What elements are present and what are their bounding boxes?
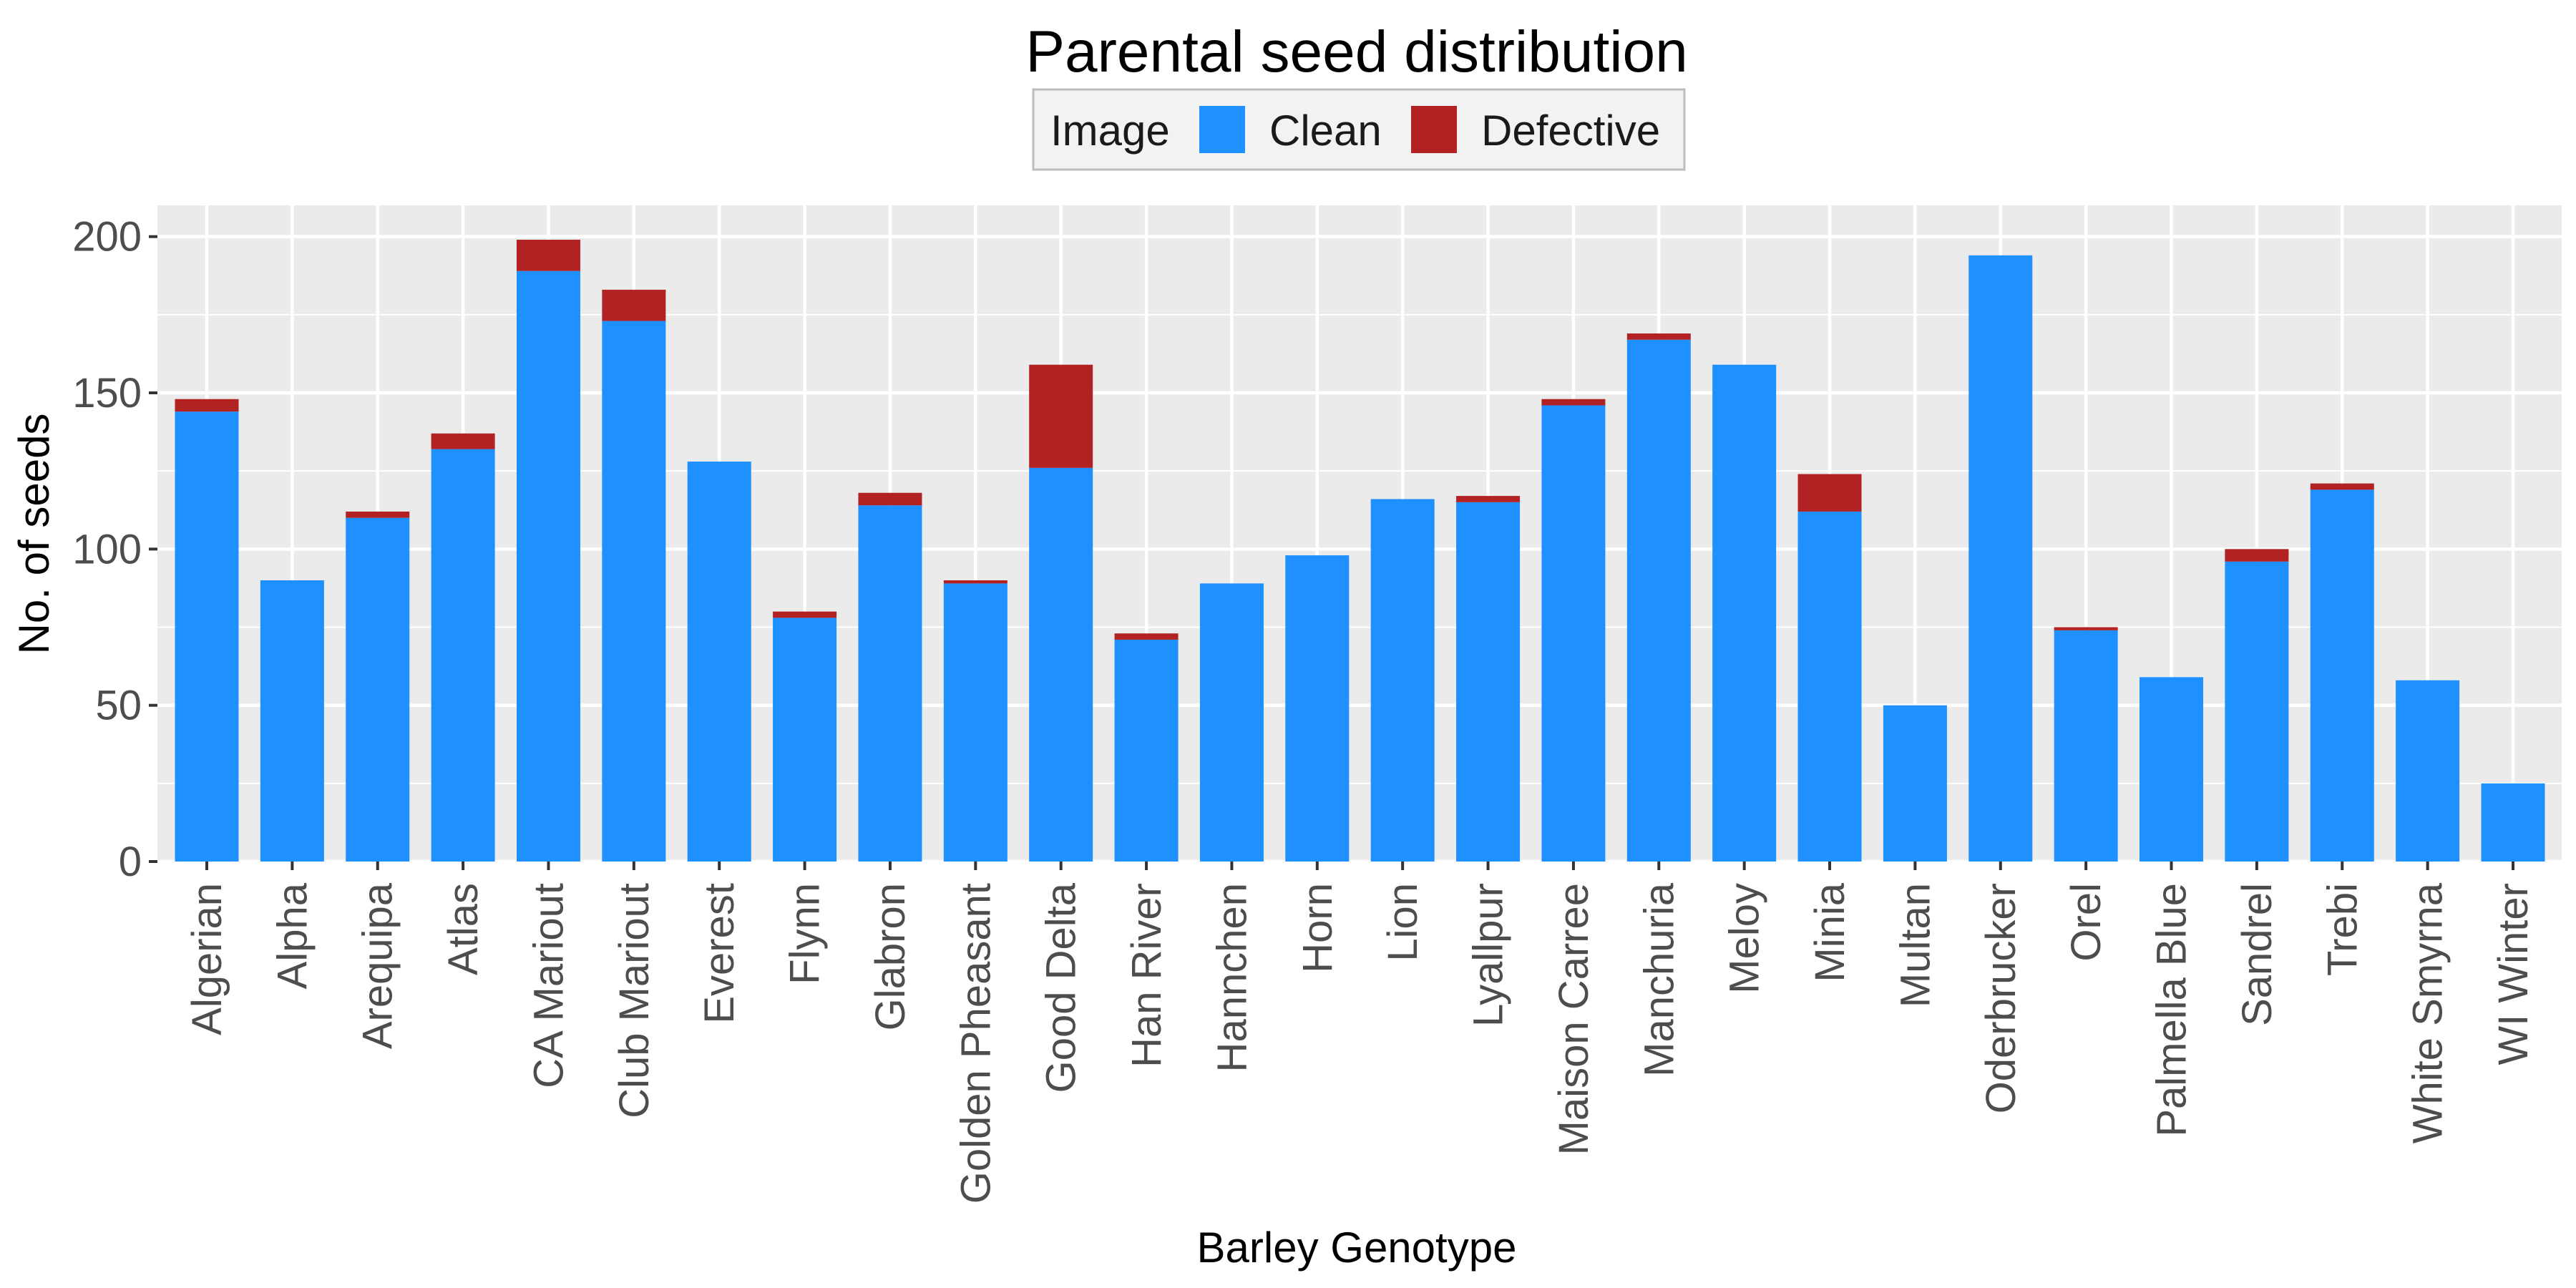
x-tick-label: Glabron xyxy=(867,883,914,1030)
bar-clean-atlas xyxy=(431,449,495,862)
bar-defective-algerian xyxy=(175,399,239,412)
bar-defective-ca-mariout xyxy=(516,240,580,271)
y-tick-label: 50 xyxy=(95,683,142,729)
x-tick-label: Palmella Blue xyxy=(2149,883,2195,1137)
bar-clean-oderbrucker xyxy=(1968,255,2033,862)
x-tick-label: White Smyrna xyxy=(2405,882,2451,1143)
bar-clean-lyallpur xyxy=(1456,502,1521,862)
bar-clean-manchuria xyxy=(1626,339,1691,862)
bar-clean-club-mariout xyxy=(602,321,666,862)
x-tick-label: Arequipa xyxy=(355,882,401,1049)
bars xyxy=(175,240,2545,862)
bar-defective-trebi xyxy=(2310,483,2374,490)
bar-clean-ca-mariout xyxy=(516,270,580,862)
x-tick-label: Minia xyxy=(1807,882,1853,982)
bar-clean-multan xyxy=(1883,705,1947,862)
bar-defective-golden-pheasant xyxy=(943,580,1008,584)
bar-defective-arequipa xyxy=(346,511,410,518)
bar-defective-manchuria xyxy=(1626,333,1691,340)
legend-key-defective xyxy=(1411,106,1457,153)
bar-clean-sandrel xyxy=(2225,561,2289,862)
bar-defective-minia xyxy=(1797,474,1862,512)
x-tick-label: Flynn xyxy=(782,883,829,985)
bar-defective-glabron xyxy=(858,492,922,506)
x-tick-label: Trebi xyxy=(2319,883,2366,976)
legend-box xyxy=(1032,88,1686,171)
bar-defective-sandrel xyxy=(2225,549,2289,562)
y-tick-label: 150 xyxy=(72,370,142,416)
bar-clean-meloy xyxy=(1712,364,1777,862)
bar-clean-arequipa xyxy=(346,517,410,862)
x-tick-label: Multan xyxy=(1892,883,1938,1008)
chart-title: Parental seed distribution xyxy=(1025,19,1687,84)
bar-clean-flynn xyxy=(773,618,837,862)
x-axis-title: Barley Genotype xyxy=(1197,1224,1517,1272)
bar-clean-golden-pheasant xyxy=(943,583,1008,862)
legend-label-clean: Clean xyxy=(1269,107,1382,155)
x-tick-label: Club Mariout xyxy=(611,883,658,1118)
y-tick-label: 0 xyxy=(119,839,142,885)
bar-defective-flynn xyxy=(773,611,837,618)
bar-clean-hannchen xyxy=(1199,583,1264,862)
x-tick-label: Algerian xyxy=(184,883,230,1035)
bar-clean-minia xyxy=(1797,511,1862,862)
x-tick-label: WI Winter xyxy=(2490,883,2537,1065)
bar-clean-han-river xyxy=(1114,639,1179,862)
bar-defective-orel xyxy=(2054,627,2118,630)
bar-clean-everest xyxy=(687,462,751,862)
bar-defective-maison-carree xyxy=(1541,399,1606,406)
bar-defective-atlas xyxy=(431,433,495,449)
bar-defective-club-mariout xyxy=(602,289,666,321)
bar-clean-orel xyxy=(2054,630,2118,862)
x-tick-label: Lion xyxy=(1380,883,1426,962)
bar-clean-palmella-blue xyxy=(2140,677,2204,862)
x-tick-label: Manchuria xyxy=(1636,882,1682,1077)
y-axis: 0 50 100 150 200 xyxy=(72,214,157,885)
bar-clean-trebi xyxy=(2310,489,2374,862)
x-tick-label: Oderbrucker xyxy=(1978,883,2024,1113)
bar-clean-glabron xyxy=(858,505,922,862)
x-tick-label: Sandrel xyxy=(2234,883,2280,1026)
bar-clean-white-smyrna xyxy=(2396,680,2460,862)
x-tick-label: Maison Carree xyxy=(1551,883,1597,1155)
x-tick-label: Orel xyxy=(2063,883,2109,962)
legend-title: Image xyxy=(1050,107,1170,155)
bar-clean-maison-carree xyxy=(1541,405,1606,862)
y-tick-label: 200 xyxy=(72,214,142,260)
x-tick-label: Good Delta xyxy=(1038,882,1085,1093)
x-axis: Algerian Alpha Arequipa Atlas CA Mariout Club… xyxy=(184,862,2537,1204)
x-tick-label: Lyallpur xyxy=(1465,883,1512,1027)
x-tick-label: Alpha xyxy=(269,882,316,989)
legend-label-defective: Defective xyxy=(1481,107,1660,155)
bar-clean-horn xyxy=(1285,555,1350,862)
bar-clean-lion xyxy=(1370,499,1435,862)
x-tick-label: Han River xyxy=(1123,883,1170,1068)
x-tick-label: Meloy xyxy=(1722,883,1768,994)
bar-clean-good-delta xyxy=(1029,467,1093,862)
y-axis-title: No. of seeds xyxy=(10,414,58,655)
legend-key-clean xyxy=(1199,106,1245,153)
bar-defective-good-delta xyxy=(1029,364,1093,468)
bar-clean-alpha xyxy=(260,580,324,862)
bar-clean-algerian xyxy=(175,411,239,862)
y-tick-label: 100 xyxy=(72,526,142,572)
bar-clean-wi-winter xyxy=(2481,783,2545,862)
x-tick-label: Atlas xyxy=(440,883,487,975)
x-tick-label: Hannchen xyxy=(1209,883,1255,1072)
x-tick-label: Everest xyxy=(696,883,743,1024)
bar-defective-lyallpur xyxy=(1456,496,1521,502)
legend: Image Clean Defective xyxy=(1032,88,1686,171)
x-tick-label: CA Mariout xyxy=(525,883,572,1088)
bar-defective-han-river xyxy=(1114,633,1179,640)
x-tick-label: Horn xyxy=(1294,883,1341,973)
x-tick-label: Golden Pheasant xyxy=(952,883,999,1204)
